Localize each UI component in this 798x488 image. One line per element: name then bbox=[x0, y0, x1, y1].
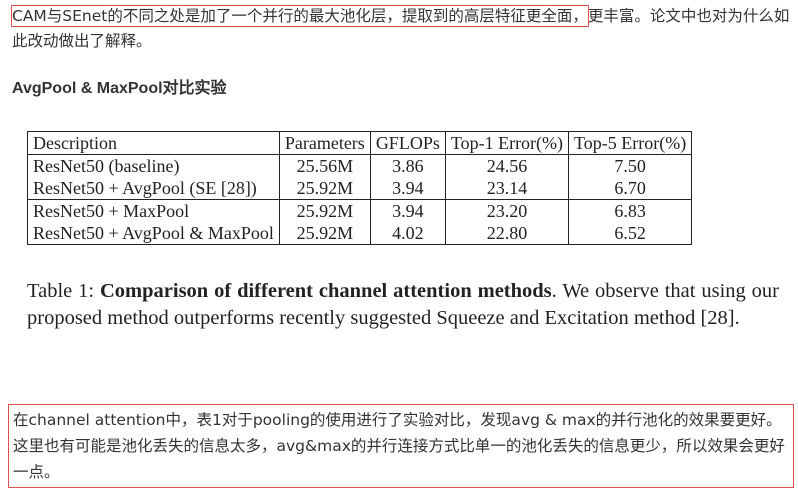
highlighted-note: 在channel attention中，表1对于pooling的使用进行了实验对… bbox=[8, 404, 794, 488]
cell-top5-best: 6.52 bbox=[568, 222, 693, 245]
cell-description: ResNet50 + MaxPool bbox=[27, 199, 280, 222]
table-row: ResNet50 + MaxPool 25.92M 3.94 23.20 6.8… bbox=[27, 199, 693, 222]
results-table-image: Description Parameters GFLOPs Top-1 Erro… bbox=[27, 131, 693, 245]
cell-parameters: 25.92M bbox=[279, 222, 371, 245]
cell-gflops: 4.02 bbox=[370, 222, 446, 245]
table-row: ResNet50 + AvgPool & MaxPool 25.92M 4.02… bbox=[27, 222, 693, 245]
header-parameters: Parameters bbox=[279, 131, 371, 155]
results-table: Description Parameters GFLOPs Top-1 Erro… bbox=[27, 131, 693, 245]
cell-top1: 23.14 bbox=[445, 177, 570, 200]
cell-parameters: 25.56M bbox=[279, 154, 371, 177]
cell-gflops: 3.86 bbox=[370, 154, 446, 177]
intro-rest: 更丰富。论文中也对为什么如此改动做出了解释。 bbox=[12, 7, 790, 50]
cell-parameters: 25.92M bbox=[279, 199, 371, 222]
table-header-row: Description Parameters GFLOPs Top-1 Erro… bbox=[27, 131, 693, 155]
cell-top5: 6.83 bbox=[568, 199, 693, 222]
table-row: ResNet50 (baseline) 25.56M 3.86 24.56 7.… bbox=[27, 154, 693, 177]
table-row: ResNet50 + AvgPool (SE [28]) 25.92M 3.94… bbox=[27, 177, 693, 200]
cell-top5: 6.70 bbox=[568, 177, 693, 200]
caption-rest: . We observe that using our proposed met… bbox=[27, 280, 779, 329]
intro-paragraph: CAM与SEnet的不同之处是加了一个并行的最大池化层，提取到的高层特征更全面，… bbox=[11, 4, 792, 54]
cell-top1-best: 22.80 bbox=[445, 222, 570, 245]
highlighted-sentence: CAM与SEnet的不同之处是加了一个并行的最大池化层，提取到的高层特征更全面， bbox=[11, 5, 589, 27]
header-gflops: GFLOPs bbox=[370, 131, 446, 155]
cell-parameters: 25.92M bbox=[279, 177, 371, 200]
table-caption: Table 1: Comparison of different channel… bbox=[27, 278, 779, 332]
header-description: Description bbox=[27, 131, 280, 155]
cell-top5: 7.50 bbox=[568, 154, 693, 177]
caption-bold: Comparison of different channel attentio… bbox=[100, 280, 552, 302]
cell-top1: 24.56 bbox=[445, 154, 570, 177]
section-title: AvgPool & MaxPool对比实验 bbox=[12, 80, 227, 97]
cell-gflops: 3.94 bbox=[370, 177, 446, 200]
cell-description: ResNet50 (baseline) bbox=[27, 154, 280, 177]
cell-description: ResNet50 + AvgPool (SE [28]) bbox=[27, 177, 280, 200]
caption-prefix: Table 1: bbox=[27, 280, 100, 302]
cell-description: ResNet50 + AvgPool & MaxPool bbox=[27, 222, 280, 245]
cell-top1: 23.20 bbox=[445, 199, 570, 222]
header-top1: Top-1 Error(%) bbox=[445, 131, 570, 155]
cell-gflops: 3.94 bbox=[370, 199, 446, 222]
header-top5: Top-5 Error(%) bbox=[568, 131, 693, 155]
